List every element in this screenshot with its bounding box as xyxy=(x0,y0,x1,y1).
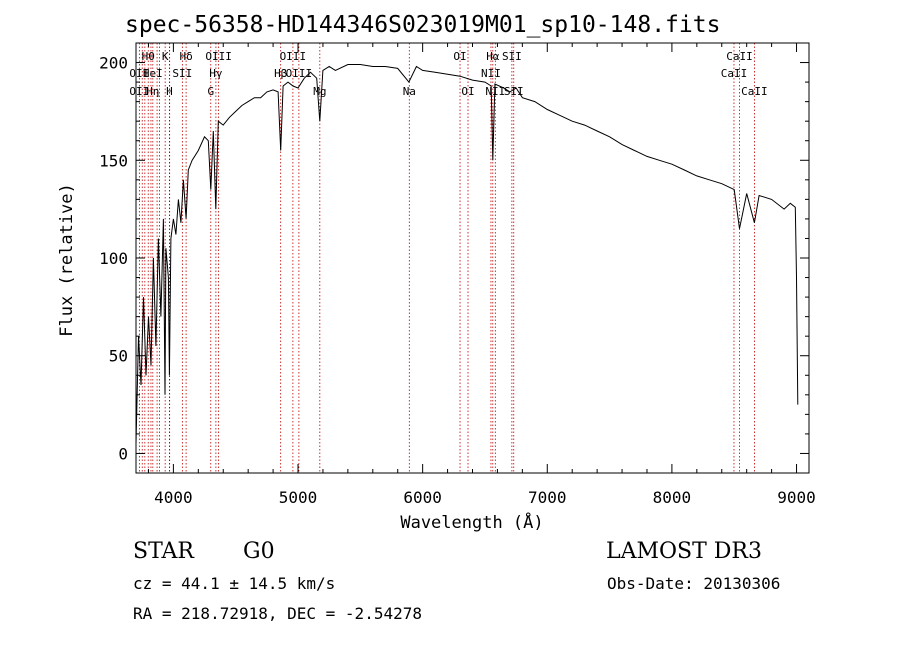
line-label: Hδ xyxy=(179,50,192,63)
line-label: OII xyxy=(129,85,149,98)
obs-date: Obs-Date: 20130306 xyxy=(607,574,781,593)
y-tick-label: 200 xyxy=(99,54,128,73)
x-tick-label: 4000 xyxy=(154,488,193,507)
object-type: STAR xyxy=(133,539,194,564)
line-label: Mg xyxy=(313,85,326,98)
x-tick-label: 5000 xyxy=(279,488,318,507)
line-label: K xyxy=(162,50,169,63)
line-label: Hα xyxy=(486,50,500,63)
line-label: OI xyxy=(453,50,466,63)
line-label: OIII xyxy=(205,50,232,63)
line-label: OIII xyxy=(280,50,307,63)
line-label: OI xyxy=(461,85,474,98)
line-label: Na xyxy=(403,85,416,98)
line-markers xyxy=(138,43,755,473)
line-label: CaII xyxy=(741,85,768,98)
redshift-text: cz = 44.1 ± 14.5 km/s xyxy=(133,574,336,593)
line-label: SII xyxy=(502,50,522,63)
x-tick-label: 9000 xyxy=(777,488,816,507)
chart-title: spec-56358-HD144346S023019M01_sp10-148.f… xyxy=(125,12,721,38)
line-label: Hγ xyxy=(209,67,223,80)
x-tick-label: 8000 xyxy=(653,488,692,507)
x-tick-label: 6000 xyxy=(403,488,442,507)
line-label: CaII xyxy=(721,67,748,80)
line-label: SII xyxy=(172,67,192,80)
spectral-subclass: G0 xyxy=(243,539,275,564)
y-tick-label: 150 xyxy=(99,151,128,170)
line-label: CaII xyxy=(726,50,753,63)
survey-name: LAMOST DR3 xyxy=(606,539,762,564)
y-tick-label: 100 xyxy=(99,249,128,268)
line-label: NII xyxy=(481,67,501,80)
line-label: NII xyxy=(485,85,505,98)
y-tick-label: 50 xyxy=(109,347,128,366)
y-axis-ticks: 0 50 100 150 200 xyxy=(99,54,809,463)
spectrum-line xyxy=(135,64,799,444)
y-tick-label: 0 xyxy=(118,444,128,463)
y-axis-label: Flux (relative) xyxy=(57,183,77,337)
line-label: OIII xyxy=(286,67,313,80)
line-label: H xyxy=(166,85,173,98)
line-label: Hθ xyxy=(142,50,155,63)
line-label: OII xyxy=(129,67,149,80)
line-label: SII xyxy=(504,85,524,98)
line-label: HeI xyxy=(143,67,163,80)
line-label: Hη xyxy=(146,85,159,98)
plot-frame xyxy=(135,42,810,474)
line-label: G xyxy=(207,85,214,98)
x-axis-label: Wavelength (Å) xyxy=(400,511,543,533)
coordinates: RA = 218.72918, DEC = -2.54278 xyxy=(133,604,422,623)
x-axis-ticks: 4000 5000 6000 7000 8000 9000 xyxy=(147,43,816,507)
line-label: Hβ xyxy=(274,67,288,80)
x-tick-label: 7000 xyxy=(528,488,567,507)
